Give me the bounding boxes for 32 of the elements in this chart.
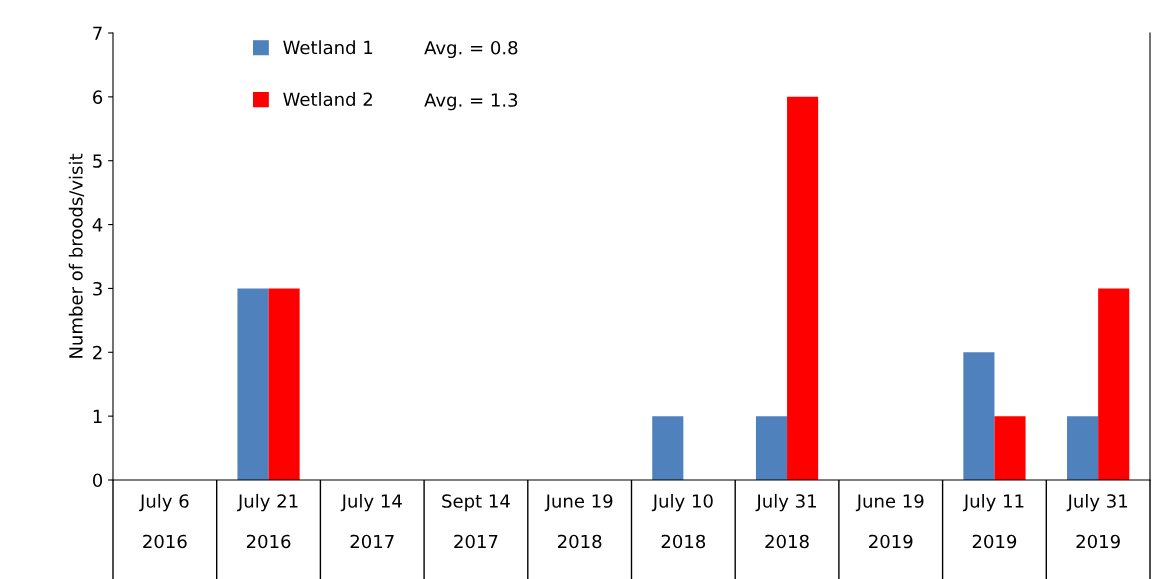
annotation: Avg. = 0.8	[424, 40, 518, 59]
y-tick-label: 0	[92, 473, 103, 488]
category-label: July 10 2018	[651, 493, 713, 549]
category-label: July 31 2018	[755, 493, 816, 549]
y-tick-label: 7	[93, 26, 102, 40]
annotation: Avg. = 1.3	[424, 93, 518, 111]
y-tick-label: 2	[93, 345, 102, 360]
bar	[963, 352, 995, 480]
bar	[237, 288, 269, 480]
category-label: June 19 2019	[855, 494, 924, 549]
y-tick-label: 6	[93, 90, 103, 104]
bar	[1098, 288, 1130, 480]
category-label: Sept 14 2017	[442, 494, 510, 549]
bar	[1067, 416, 1099, 480]
bar	[268, 288, 300, 480]
category-label: July 6 2016	[139, 493, 189, 549]
y-tick-label: 3	[93, 281, 102, 296]
category-label: July 21 2016	[237, 493, 298, 549]
category-label: June 19 2018	[544, 494, 613, 549]
bar	[652, 416, 684, 480]
category-label: July 11 2019	[962, 493, 1024, 549]
category-label: July 31 2019	[1066, 493, 1128, 549]
bar	[994, 416, 1026, 480]
y-tick-label: 1	[93, 409, 102, 423]
legend-label: Wetland 2	[283, 92, 372, 107]
y-axis-title: Number of broods/visit	[68, 153, 85, 358]
y-tick-label: 5	[93, 154, 102, 168]
y-tick-label: 4	[92, 218, 103, 232]
legend-label: Wetland 1	[283, 40, 373, 55]
bar	[755, 416, 788, 480]
category-label: July 14 2017	[340, 493, 402, 549]
bar	[787, 96, 819, 480]
